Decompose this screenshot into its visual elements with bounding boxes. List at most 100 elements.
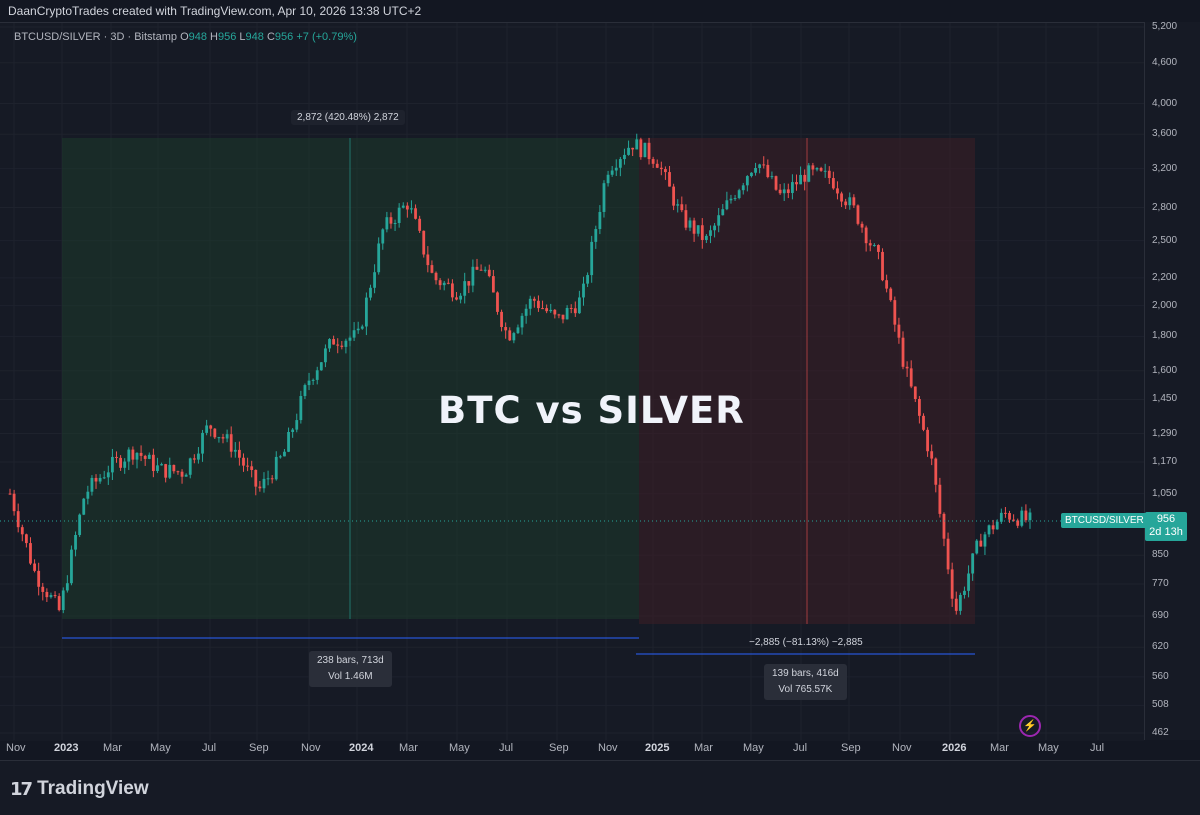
candle-body [877, 245, 880, 252]
candle-body [610, 170, 614, 175]
chart-svg[interactable] [0, 0, 1144, 760]
price-tag-countdown: 2d 13h [1149, 526, 1183, 538]
candle-body [549, 309, 553, 312]
candle-body [844, 201, 848, 206]
candle-body [586, 275, 589, 284]
candle-body [16, 511, 20, 528]
lightning-icon[interactable]: ⚡ [1019, 715, 1041, 737]
candle-body [90, 477, 94, 492]
candle-body [123, 461, 127, 468]
candle-body [274, 456, 278, 480]
candle-body [414, 208, 417, 219]
price-axis-label: 2,000 [1152, 299, 1178, 311]
price-axis-label: 4,000 [1152, 97, 1178, 109]
time-axis-label: 2026 [942, 742, 967, 754]
candle-body [885, 280, 889, 289]
measure-up-vol: Vol 1.46M [328, 671, 373, 682]
candle-body [475, 266, 479, 270]
candle-body [106, 472, 110, 478]
candle-body [270, 478, 274, 480]
candle-body [500, 311, 503, 328]
candle-body [704, 235, 708, 240]
candle-body [901, 337, 905, 367]
candle-body [582, 283, 585, 298]
candle-body [864, 227, 868, 244]
candle-body [618, 159, 622, 168]
price-axis[interactable] [1144, 22, 1200, 740]
candle-body [74, 534, 77, 550]
candle-body [266, 478, 270, 480]
candle-body [672, 186, 676, 206]
candle-body [713, 225, 716, 231]
candle-body [676, 204, 680, 206]
candle-body [237, 449, 241, 458]
measure-down-bars: 139 bars, 416d [772, 668, 839, 679]
time-axis-label: Mar [399, 742, 418, 754]
candle-body [893, 300, 897, 325]
candle-body [762, 164, 766, 166]
time-axis-label: 2024 [349, 742, 374, 754]
candle-body [938, 484, 942, 514]
time-axis-label: May [1038, 742, 1059, 754]
time-axis-label: Jul [1090, 742, 1105, 754]
price-axis-label: 3,200 [1152, 162, 1178, 174]
candle-body [278, 456, 282, 458]
candle-body [737, 190, 741, 199]
measure-down-stats: 139 bars, 416d Vol 765.57K [764, 664, 847, 700]
candle-body [172, 464, 176, 472]
price-axis-label: 2,500 [1152, 234, 1178, 246]
candle-body [541, 308, 544, 310]
candle-body [410, 208, 413, 210]
candle-body [209, 425, 213, 429]
candle-body [311, 379, 315, 381]
legend-l-label: L [239, 31, 246, 43]
candle-body [70, 549, 73, 584]
tradingview-logo[interactable]: 17 TradingView [10, 778, 149, 800]
legend-h-label: H [210, 31, 218, 43]
legend-c-label: C [266, 31, 275, 43]
candle-body [446, 282, 450, 284]
candle-body [852, 197, 856, 206]
candle-body [680, 204, 684, 211]
candle-body [340, 345, 344, 347]
legend-l-value: 948 [245, 31, 264, 43]
candle-body [98, 477, 102, 482]
candle-body [430, 265, 434, 273]
candle-body [491, 276, 495, 293]
candle-body [295, 420, 299, 430]
time-axis-label: Jul [793, 742, 808, 754]
header-bar: DaanCryptoTrades created with TradingVie… [0, 0, 1200, 22]
time-axis-label: 2023 [54, 742, 79, 754]
candle-body [20, 527, 24, 535]
candle-body [332, 339, 336, 345]
candle-body [369, 287, 372, 298]
candle-body [807, 165, 811, 182]
price-axis-label: 1,450 [1152, 393, 1178, 405]
candle-body [1024, 510, 1028, 521]
candle-body [160, 464, 163, 466]
legend: BTCUSD/SILVER · 3D · Bitstamp O948 H956 … [14, 31, 357, 43]
candle-body [922, 415, 925, 430]
candle-body [389, 217, 393, 224]
legend-c-value: 956 [274, 31, 294, 43]
candle-body [57, 596, 61, 611]
price-tag: 956 2d 13h [1145, 512, 1187, 541]
candle-body [508, 330, 512, 341]
candle-body [254, 469, 258, 487]
candle-body [827, 170, 831, 179]
candle-body [692, 220, 696, 234]
candle-body [111, 456, 114, 473]
candle-body [881, 251, 884, 281]
candle-body [201, 432, 204, 454]
candle-body [487, 269, 491, 277]
candle-body [299, 396, 303, 421]
footer [0, 760, 1200, 815]
price-axis-label: 560 [1152, 670, 1169, 682]
candle-body [151, 454, 155, 472]
candle-body [401, 205, 405, 208]
candle-body [516, 327, 520, 334]
candle-body [262, 478, 266, 489]
candle-body [668, 172, 671, 187]
candle-body [700, 225, 704, 240]
candle-body [319, 362, 323, 371]
